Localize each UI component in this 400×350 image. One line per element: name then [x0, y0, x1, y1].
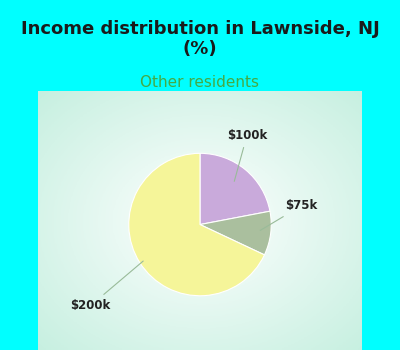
Wedge shape — [200, 211, 271, 255]
Wedge shape — [200, 153, 270, 225]
Text: $100k: $100k — [227, 129, 267, 181]
Wedge shape — [129, 153, 264, 296]
Text: $75k: $75k — [260, 199, 317, 230]
Text: Income distribution in Lawnside, NJ
(%): Income distribution in Lawnside, NJ (%) — [21, 20, 379, 58]
Text: $200k: $200k — [71, 261, 143, 312]
Text: Other residents: Other residents — [140, 75, 260, 90]
